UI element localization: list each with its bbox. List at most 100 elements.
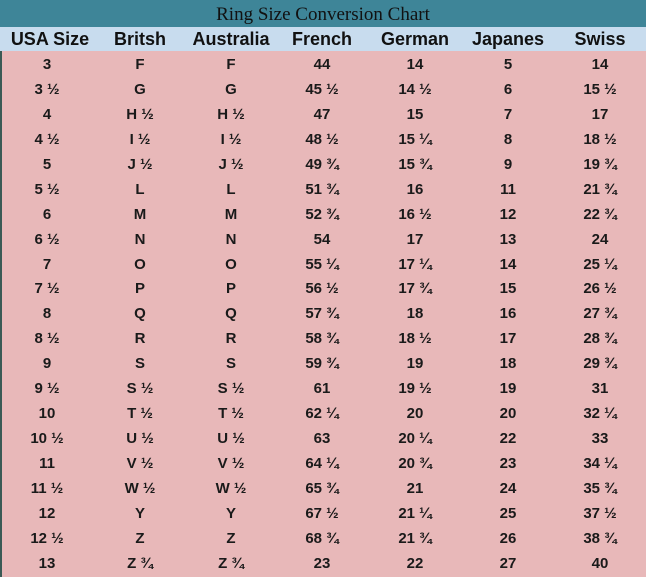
table-cell: 65 ¾ <box>305 479 339 497</box>
table-cell: 20 <box>499 405 517 423</box>
table-cell: 34 ¼ <box>583 455 617 472</box>
table-cell: 28 ¾ <box>583 330 617 348</box>
table-cell: F <box>226 56 236 73</box>
table-cell: H ½ <box>126 105 154 123</box>
table-cell: 9 <box>42 355 52 373</box>
table-cell: T ½ <box>218 405 244 423</box>
table-cell: M <box>224 205 238 223</box>
table-cell: 3 ½ <box>34 80 60 98</box>
table-cell: 31 <box>591 380 609 398</box>
table-cell: S <box>134 355 145 373</box>
table-cell: 17 <box>406 230 424 248</box>
table-row: 9 S S 59 ¾ 19 18 29 ¾ <box>0 351 646 376</box>
table-cell: 7 <box>503 105 513 123</box>
table-cell: 19 <box>499 380 517 398</box>
table-cell: 49 ¾ <box>305 155 339 173</box>
table-row: 4 H ½ H ½ 47 15 7 17 <box>0 102 646 127</box>
table-cell: 4 ½ <box>34 130 60 148</box>
table-cell: Z <box>226 529 236 547</box>
table-cell: P <box>134 280 145 298</box>
table-cell: N <box>225 230 237 248</box>
table-cell: 18 ½ <box>583 130 617 148</box>
table-cell: 15 ¼ <box>398 130 432 148</box>
table-cell: 14 ½ <box>398 80 432 98</box>
table-cell: H ½ <box>217 105 245 123</box>
table-cell: 12 <box>499 205 517 223</box>
table-cell: P <box>225 280 236 298</box>
table-cell: 20 ¾ <box>398 455 432 472</box>
table-cell: 68 ¾ <box>305 529 339 547</box>
table-cell: 5 <box>503 56 513 73</box>
table-row: 4 ½ I ½ I ½ 48 ½ 15 ¼ 8 18 ½ <box>0 127 646 152</box>
table-row: 8 ½ R R 58 ¾ 18 ½ 17 28 ¾ <box>0 326 646 351</box>
table-cell: 27 ¾ <box>583 305 617 323</box>
table-cell: 20 ¼ <box>398 430 432 448</box>
column-header: Swiss <box>574 29 626 49</box>
table-row: 7 ½ P P 56 ½ 17 ¾ 15 26 ½ <box>0 276 646 301</box>
table-cell: 15 <box>499 280 517 298</box>
table-cell: 17 ¾ <box>398 280 432 298</box>
chart-title: Ring Size Conversion Chart <box>0 0 646 27</box>
table-cell: J ½ <box>127 155 153 173</box>
table-header: USA Size Britsh Australia French German Japan… <box>0 27 646 51</box>
table-cell: S <box>225 355 236 373</box>
table-cell: 16 <box>406 180 424 198</box>
table-cell: 9 ½ <box>34 380 60 398</box>
table-cell: 62 ¼ <box>305 405 339 423</box>
table-cell: F <box>135 56 145 73</box>
table-row: 7 O O 55 ¼ 17 ¼ 14 25 ¼ <box>0 252 646 277</box>
table-cell: 23 <box>313 554 331 572</box>
table-row: 3 ½ G G 45 ½ 14 ½ 6 15 ½ <box>0 77 646 102</box>
table-cell: R <box>134 330 146 348</box>
table-cell: 63 <box>313 430 331 448</box>
table-cell: 16 ½ <box>398 205 432 223</box>
table-cell: 40 <box>591 554 609 572</box>
table-cell: 19 <box>406 355 424 373</box>
table-cell: 8 <box>42 305 52 323</box>
table-cell: 51 ¾ <box>305 180 339 198</box>
table-cell: 21 <box>406 479 424 497</box>
table-cell: 48 ½ <box>305 130 339 148</box>
table-cell: I ½ <box>220 130 242 148</box>
table-cell: 21 ¼ <box>398 504 432 522</box>
table-cell: 44 <box>313 56 331 73</box>
table-cell: O <box>225 255 237 273</box>
table-cell: 56 ½ <box>305 280 339 298</box>
table-cell: G <box>225 80 237 98</box>
table-cell: 32 ¼ <box>583 405 617 423</box>
table-cell: 26 <box>499 529 517 547</box>
table-cell: 27 <box>499 554 517 572</box>
table-cell: 12 <box>38 504 56 522</box>
table-row: 6 M M 52 ¾ 16 ½ 12 22 ¾ <box>0 202 646 227</box>
table-cell: 4 <box>42 105 52 123</box>
table-cell: 29 ¾ <box>583 355 617 373</box>
table-cell: J ½ <box>218 155 244 173</box>
table-cell: Q <box>225 305 237 323</box>
table-cell: 15 ½ <box>583 80 617 98</box>
table-cell: W ½ <box>215 479 247 497</box>
table-cell: Z ¾ <box>127 554 153 572</box>
column-header: Britsh <box>113 29 166 49</box>
table-cell: 8 <box>503 130 513 148</box>
table-cell: 64 ¼ <box>305 455 339 472</box>
table-cell: W ½ <box>124 479 156 497</box>
table-cell: 10 <box>38 405 56 423</box>
table-cell: 22 ¾ <box>583 205 617 223</box>
table-row: 10 T ½ T ½ 62 ¼ 20 20 32 ¼ <box>0 401 646 426</box>
left-edge-border <box>0 0 2 577</box>
table-cell: 55 ¼ <box>305 255 339 273</box>
table-cell: 19 ½ <box>398 380 432 398</box>
table-cell: Z ¾ <box>218 554 244 572</box>
table-cell: I ½ <box>129 130 151 148</box>
column-header: USA Size <box>10 29 90 49</box>
table-cell: Q <box>134 305 146 323</box>
table-cell: 15 ¾ <box>398 155 432 173</box>
table-cell: 6 ½ <box>34 230 60 248</box>
table-row: 13 Z ¾ Z ¾ 23 22 27 40 <box>0 551 646 576</box>
column-header: French <box>291 29 352 49</box>
table-cell: T ½ <box>127 405 153 423</box>
table-cell: 13 <box>38 554 56 572</box>
table-cell: 58 ¾ <box>305 330 339 348</box>
table-cell: O <box>134 255 146 273</box>
